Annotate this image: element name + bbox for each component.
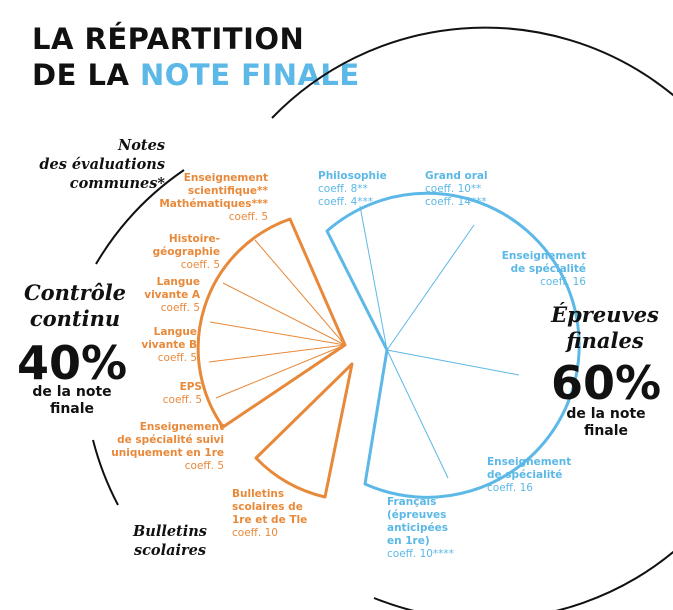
label-coeff: coeff. 5 — [160, 302, 200, 314]
label-line: en 1re) — [387, 535, 430, 547]
outer-circle-arc-left-bottom — [92, 439, 119, 506]
bulletins-caption-line: scolaires — [133, 542, 207, 559]
heading-line: continu — [29, 306, 121, 331]
sub-line: de la note — [32, 384, 112, 400]
label-line: Français — [387, 496, 437, 508]
blue-label-specialite-2: Enseignement de spécialité coeff. 16 — [487, 456, 587, 495]
notes-caption-line: communes* — [69, 175, 165, 192]
label-line: Mathématiques*** — [159, 198, 268, 210]
orange-sector-outline — [196, 217, 347, 429]
blue-label-philosophie: Philosophie coeff. 8** coeff. 4*** — [318, 170, 418, 209]
label-line: scolaires de — [232, 501, 303, 513]
label-line: (épreuves — [387, 509, 447, 521]
label-line: 1re et de Tle — [232, 514, 308, 526]
label-line: Grand oral — [425, 170, 488, 182]
blue-sector — [325, 191, 581, 499]
orange-label-bulletins: Bulletins scolaires de 1re et de Tle coe… — [232, 488, 342, 540]
label-coeff: coeff. 10 — [232, 527, 278, 539]
blue-label-specialite-1: Enseignement de spécialité coeff. 16 — [488, 250, 586, 289]
label-line: Langue — [153, 326, 197, 338]
blue-divider — [386, 224, 475, 351]
bulletins-caption-line: Bulletins — [133, 523, 207, 540]
orange-label-langue-a: Langue vivante A coeff. 5 — [110, 276, 200, 315]
label-coeff: coeff. 10**** — [387, 548, 454, 560]
label-line: de spécialité suivi — [117, 434, 224, 446]
label-coeff: coeff. 16 — [487, 482, 533, 494]
label-line: vivante A — [144, 289, 200, 301]
controle-percent: 40% — [16, 336, 128, 390]
orange-label-histoire: Histoire- géographie coeff. 5 — [120, 233, 220, 272]
blue-divider — [386, 349, 520, 376]
label-line: de spécialité — [487, 469, 563, 481]
label-coeff: coeff. 5 — [184, 460, 224, 472]
outer-circle-arc-left — [95, 169, 185, 265]
label-line: uniquement en 1re — [111, 447, 224, 459]
notes-caption: Notes des évaluations communes* — [20, 136, 165, 193]
heading-line: finales — [566, 328, 644, 353]
orange-sector — [196, 217, 354, 499]
label-coeff: coeff. 5 — [180, 259, 220, 271]
label-coeff: coeff. 5 — [228, 211, 268, 223]
heading-line: Épreuves — [551, 302, 659, 327]
label-line: Histoire- — [168, 233, 220, 245]
bulletins-caption: Bulletins scolaires — [110, 522, 230, 560]
blue-divider — [359, 205, 388, 351]
blue-label-francais: Français (épreuves anticipées en 1re) co… — [387, 496, 487, 561]
orange-divider — [209, 321, 346, 346]
epreuves-finales-heading: Épreuves finales — [540, 302, 670, 354]
label-line: Enseignement — [139, 421, 224, 433]
label-coeff: coeff. 10** — [425, 183, 482, 195]
outer-circle-arc — [271, 26, 673, 610]
label-coeff: coeff. 14*** — [425, 196, 487, 208]
label-coeff: coeff. 16 — [540, 276, 586, 288]
sub-line: finale — [583, 423, 629, 439]
blue-divider — [386, 349, 449, 479]
label-line: vivante B — [141, 339, 197, 351]
label-line: de spécialité — [510, 263, 586, 275]
epreuves-percent-sub: de la note finale — [550, 406, 662, 440]
label-line: Langue — [156, 276, 200, 288]
page-title-line1: LA RÉPARTITION — [32, 22, 305, 56]
label-coeff: coeff. 4*** — [318, 196, 373, 208]
bulletins-sector — [254, 362, 354, 499]
orange-divider — [215, 344, 346, 399]
notes-caption-line: Notes — [117, 137, 165, 154]
orange-label-langue-b: Langue vivante B coeff. 5 — [105, 326, 197, 365]
label-line: Enseignement — [487, 456, 572, 468]
notes-caption-line: des évaluations — [39, 156, 165, 173]
label-line: anticipées — [387, 522, 449, 534]
label-line: Philosophie — [318, 170, 387, 182]
orange-label-sciences: Enseignement scientifique** Mathématique… — [140, 172, 268, 224]
label-line: EPS — [179, 381, 202, 393]
blue-sector-outline — [325, 191, 581, 499]
orange-divider — [254, 239, 346, 346]
epreuves-percent: 60% — [550, 356, 662, 410]
orange-divider — [208, 344, 346, 363]
label-line: Bulletins — [232, 488, 285, 500]
heading-line: Contrôle — [23, 280, 127, 305]
sub-line: de la note — [566, 406, 646, 422]
blue-label-grand-oral: Grand oral coeff. 10** coeff. 14*** — [425, 170, 525, 209]
label-line: Enseignement — [183, 172, 268, 184]
orange-label-specialite-1re: Enseignement de spécialité suivi uniquem… — [84, 421, 224, 473]
orange-label-eps: EPS coeff. 5 — [110, 381, 202, 407]
controle-continu-heading: Contrôle continu — [10, 280, 140, 332]
label-line: géographie — [152, 246, 220, 258]
controle-percent-sub: de la note finale — [14, 384, 130, 418]
orange-divider — [222, 282, 346, 346]
label-coeff: coeff. 8** — [318, 183, 368, 195]
label-line: scientifique** — [187, 185, 268, 197]
title-prefix: DE LA — [32, 58, 140, 92]
label-line: Enseignement — [501, 250, 586, 262]
label-coeff: coeff. 5 — [157, 352, 197, 364]
label-coeff: coeff. 5 — [162, 394, 202, 406]
sub-line: finale — [49, 401, 95, 417]
